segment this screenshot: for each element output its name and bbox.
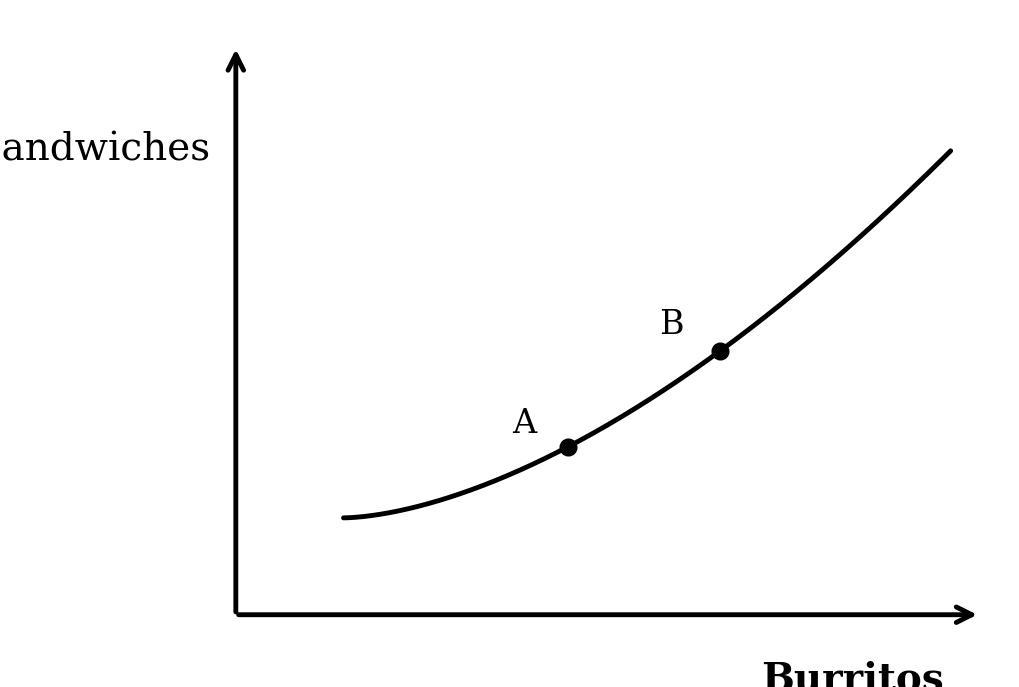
Text: A: A <box>512 408 536 440</box>
Text: Burritos: Burritos <box>760 660 944 687</box>
Text: B: B <box>658 309 683 341</box>
Text: Sandwiches: Sandwiches <box>0 131 211 168</box>
